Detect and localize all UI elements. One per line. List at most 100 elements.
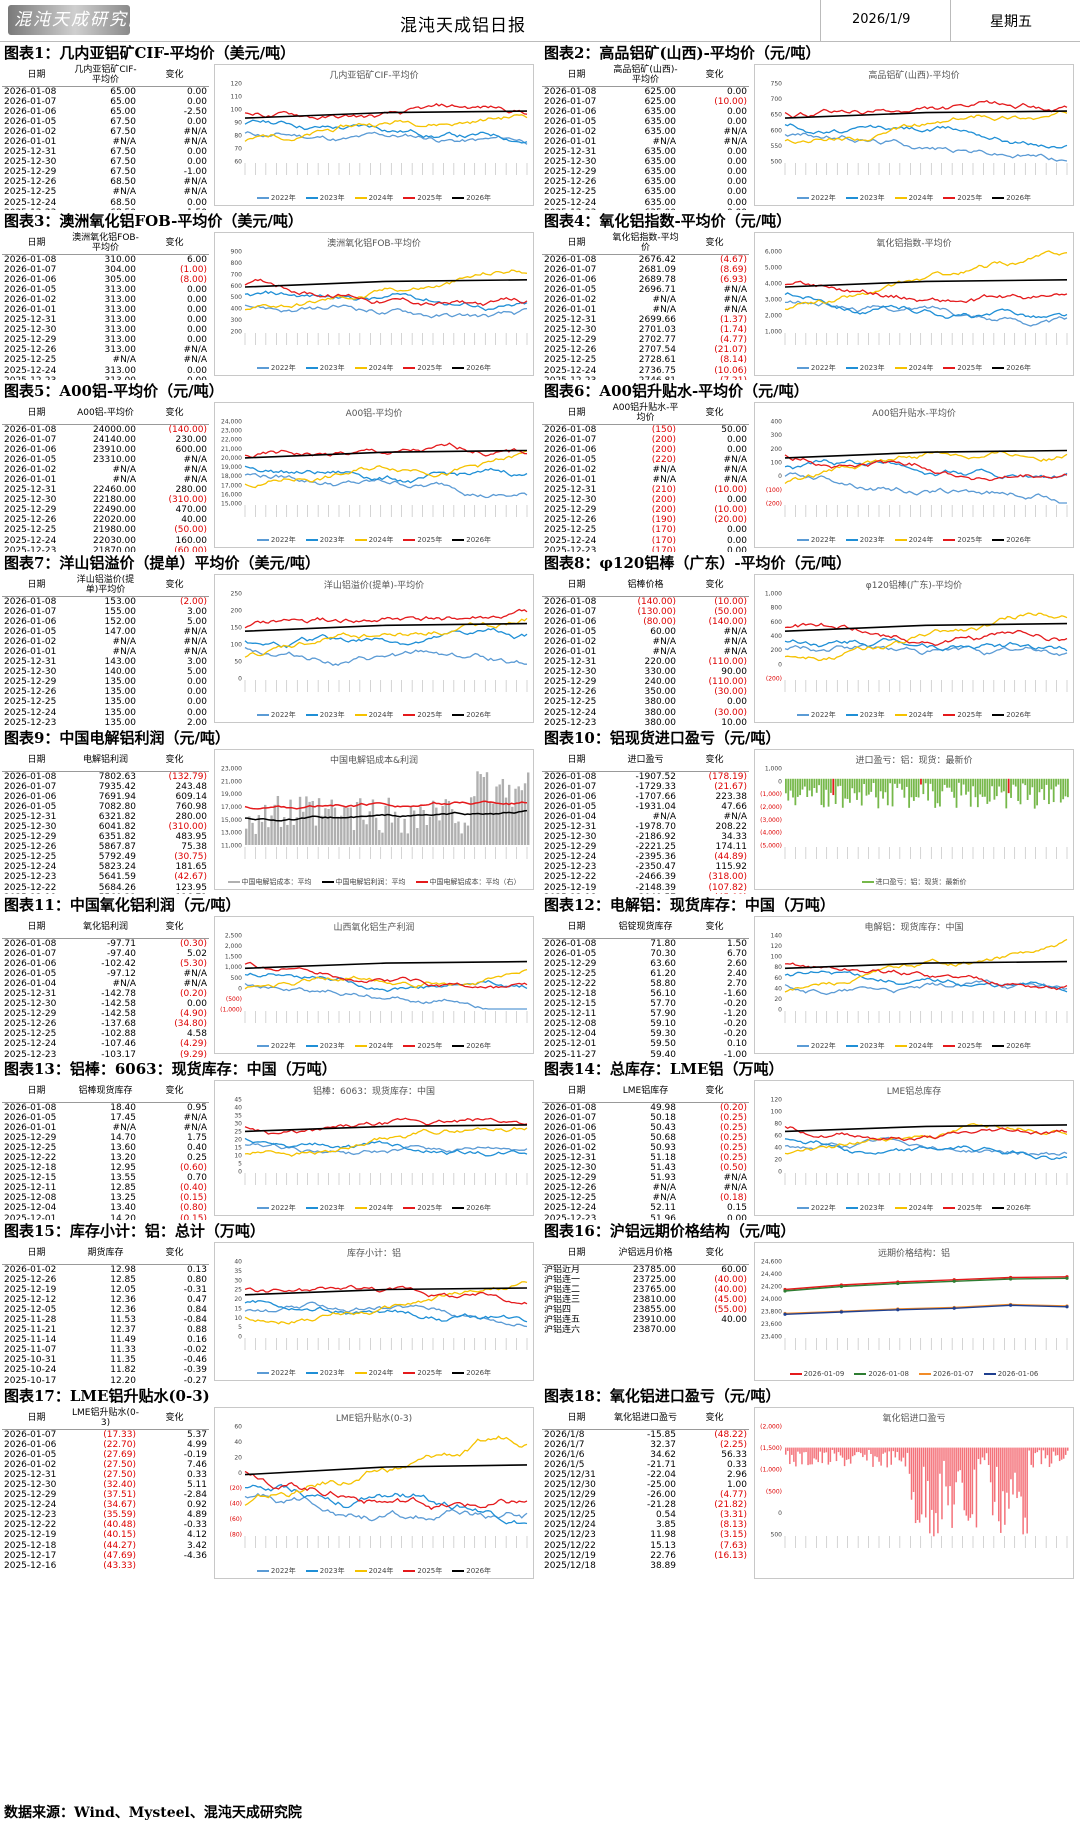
table-row: 2025-12-24 -2395.36 (44.89) [542, 852, 749, 862]
table-cell: 2025-12-31 [544, 147, 597, 158]
series-line [244, 290, 528, 312]
profit-bar [390, 822, 394, 845]
alumina-import-bar [904, 1447, 907, 1467]
series-line [784, 637, 1068, 652]
y-tick-label: 500 [771, 1532, 783, 1539]
table-cell: #N/A [723, 636, 747, 647]
series-line [784, 280, 1068, 304]
y-tick-label: 800 [231, 260, 243, 267]
legend-item: 2025年 [403, 1204, 442, 1212]
profit-bar [327, 808, 330, 845]
table-cell: 2746.81 [611, 376, 680, 380]
legend-item: 2022年 [796, 364, 836, 372]
table-cell: 2025-10-17 [4, 1375, 57, 1385]
table-cell: 2025-12-29 [544, 167, 597, 178]
series-line [244, 1299, 528, 1323]
table-cell: 2026-01-01 [544, 474, 597, 485]
chart-panel: 图表18：氧化铝进口盈亏（元/吨） 日期 氧化铝进口盈亏 变化 2026/1/8 -15.… [540, 1385, 1080, 1795]
table-cell: 2026-01-08 [544, 938, 597, 949]
table-cell: #N/A [183, 636, 207, 647]
alumina-import-bar [998, 1447, 1000, 1522]
table-cell: (44.27) [103, 1540, 136, 1551]
table-row: 2025/12/26 -21.28 (21.82) [542, 1500, 749, 1510]
table-cell: 2026-01-08 [544, 424, 597, 435]
y-tick-label: 2,000 [225, 943, 242, 950]
y-tick-label: 100 [771, 954, 783, 961]
table-row: 2025-12-25 (170) 0.00 [542, 525, 749, 535]
alumina-import-bar [837, 1447, 840, 1453]
table-cell: (40.00) [714, 1274, 747, 1285]
series-line [244, 968, 528, 990]
alumina-import-bar [916, 1447, 919, 1521]
table-cell: 2025-12-31 [544, 485, 597, 496]
table-cell: 2025-12-18 [4, 1540, 57, 1551]
table-row: 2025-12-31 (210) (10.00) [542, 485, 749, 495]
alumina-import-bar [963, 1447, 966, 1511]
table-cell: 2025-12-29 [4, 1490, 57, 1501]
legend-item: 2026年 [452, 1567, 491, 1575]
table-cell: 5.37 [186, 1429, 207, 1440]
profit-bar [333, 807, 337, 845]
table-cell: 11.53 [110, 1314, 136, 1325]
y-tick-label: 20,000 [221, 455, 242, 462]
profit-bar [368, 811, 371, 845]
table-row: 2026-01-08 625.00 0.00 [542, 86, 749, 97]
panel-title: 图表1：几内亚铝矿CIF-平均价（美元/吨） [4, 44, 296, 62]
table-cell: 2025-12-24 [4, 1500, 57, 1511]
table-header: 日期 [542, 749, 611, 772]
legend-item: 中国电解铝成本：平均（右） [415, 878, 521, 886]
table-cell: (42.67) [174, 872, 207, 883]
table-cell: (310.00) [168, 821, 207, 832]
alumina-import-bar [847, 1447, 850, 1460]
table-cell: -0.39 [183, 1365, 207, 1376]
import-bar [1062, 778, 1065, 800]
table-cell: 2026-01-07 [544, 434, 597, 445]
legend-item: 2025年 [943, 711, 982, 719]
table-row: 沪铝连六 23870.00 [542, 1325, 749, 1335]
table-row: 2026/1/6 34.62 56.33 [542, 1450, 749, 1460]
table-cell: 18.40 [110, 1102, 136, 1113]
series-line [784, 110, 1068, 144]
table-cell: 116.71 [140, 893, 209, 894]
import-bar [912, 778, 915, 801]
table-cell: 0.00 [726, 444, 747, 455]
series-line [244, 473, 528, 499]
table-cell: (140.00) [168, 424, 207, 435]
alumina-import-bar [853, 1447, 856, 1456]
table-cell: 243.48 [175, 781, 208, 792]
y-tick-label: 23,800 [761, 1309, 782, 1316]
legend-item: 2026年 [452, 364, 491, 372]
table-header: 变化 [680, 1242, 749, 1265]
table-cell: 2026-01-06 [544, 274, 597, 285]
chart-panel: 图表12：电解铝：现货库存：中国（万吨） 日期 铝锭现货库存 变化 2026-01-08… [540, 894, 1080, 1058]
table-cell: (34.80) [174, 1019, 207, 1030]
table-row: 2025-12-19 12.05 -0.31 [2, 1285, 209, 1295]
table-row: 2025-12-04 13.40 (0.80) [2, 1203, 209, 1213]
chart: A00铝-平均价 15,000 16,000 17,000 18,000 19,000 20… [214, 402, 534, 548]
legend-item: 2026年 [452, 1042, 491, 1050]
table-cell: #N/A [183, 136, 207, 147]
table-row: 2025-12-26 12.85 0.80 [2, 1275, 209, 1285]
table-cell: -137.68 [101, 1019, 136, 1030]
chart-title: 澳洲氧化铝FOB-平均价 [327, 239, 421, 249]
legend-item: 2026年 [992, 711, 1031, 719]
table-row: 2025-12-22 13.20 0.25 [2, 1153, 209, 1163]
alumina-import-bar [1058, 1447, 1061, 1462]
table-cell: (0.25) [719, 1152, 747, 1163]
y-tick-label: 19,000 [221, 791, 242, 798]
legend-item: 2023年 [845, 1204, 885, 1212]
panel-title: 图表4：氧化铝指数-平均价（元/吨） [544, 212, 792, 230]
table-cell: (0.25) [719, 1112, 747, 1123]
profit-bar [371, 799, 375, 845]
import-bar [1031, 778, 1034, 788]
table-cell: 2025-12-15 [544, 999, 597, 1010]
table-cell: 7.46 [186, 1459, 207, 1470]
y-tick-label: 0 [778, 1510, 782, 1517]
y-tick-label: 200 [771, 446, 783, 453]
legend-item: 2026-01-08 [854, 1370, 909, 1378]
import-bar [820, 778, 823, 805]
table-cell: 40.00 [181, 515, 207, 526]
table-cell: #N/A [652, 1193, 676, 1204]
table-cell: 240.00 [644, 677, 677, 688]
table-cell: 2025-11-14 [4, 1335, 57, 1346]
